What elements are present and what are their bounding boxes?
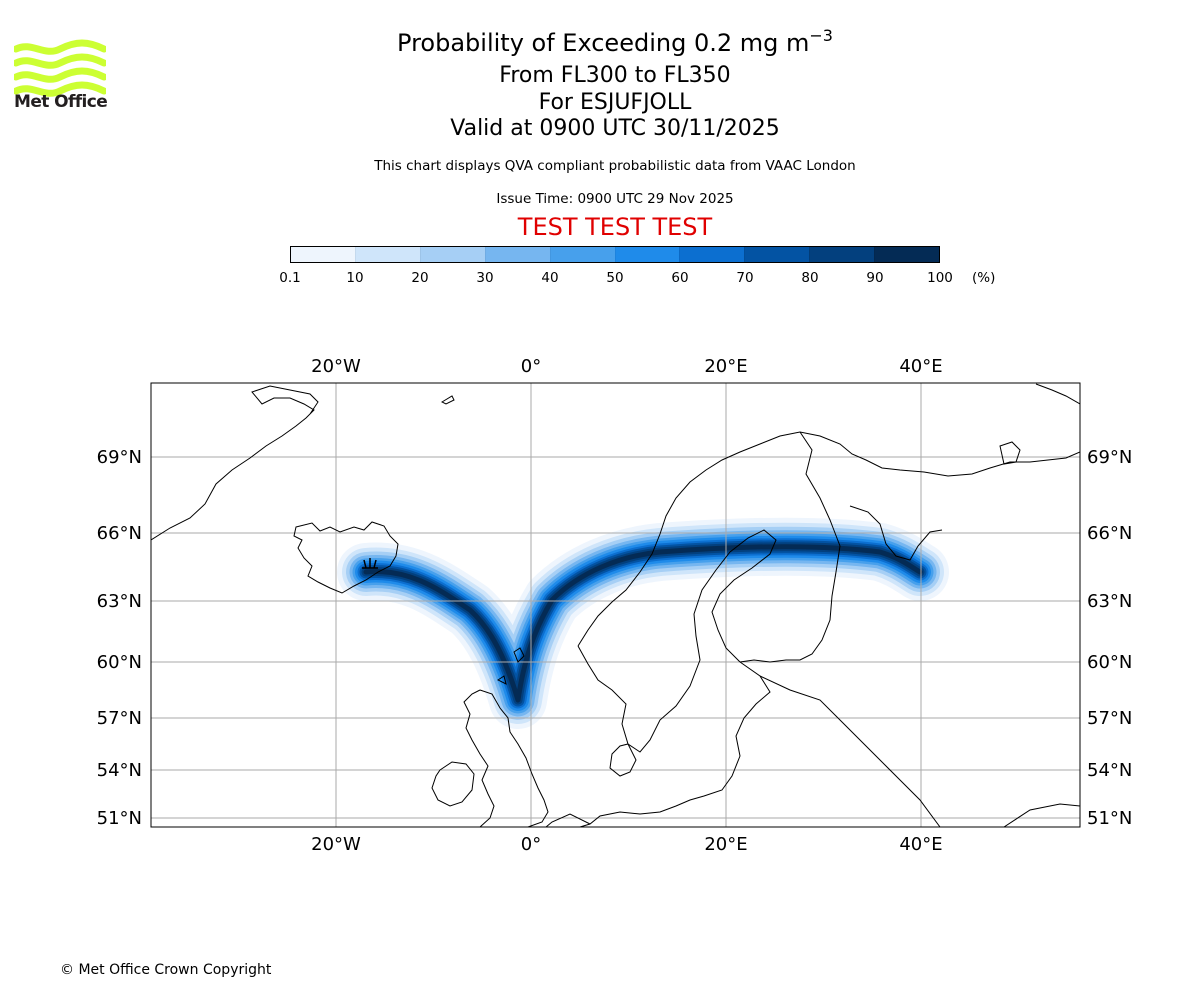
lat-label-left: 57°N [97,708,142,729]
faroe-shetland-islands [497,647,525,685]
colorbar-tick-label: 70 [736,270,754,286]
lat-label-left: 60°N [97,652,142,673]
baltic-states-coast [579,661,771,827]
colorbar-tick-label: 60 [671,270,689,286]
volcano-marker-icon [362,558,378,569]
lat-label-right: 57°N [1087,708,1132,729]
colorbar-tick-label: 10 [346,270,364,286]
logo-wave-1 [14,39,106,55]
greenland-coast [151,385,319,541]
chart-title-text: Probability of Exceeding 0.2 mg m [397,29,810,57]
logo-wave-4 [14,81,106,97]
lon-label-top: 0° [521,356,541,377]
continental-europe-coast [545,675,1080,827]
lon-label-bottom: 40°E [899,834,942,855]
lon-label-top: 20°E [704,356,747,377]
scandinavia-coast [577,431,1080,647]
lat-label-right: 69°N [1087,447,1132,468]
white-sea-coast [849,505,943,561]
gridlines [151,383,1080,827]
colorbar-segment [614,247,680,262]
logo-wave-3 [14,67,106,83]
lon-label-bottom: 20°E [704,834,747,855]
colorbar-segment [419,247,485,262]
axis-labels: 20°W 0° 20°E 40°E 20°W 0° 20°E 40°E 69°N… [97,356,1133,855]
lat-label-left: 63°N [97,591,142,612]
colorbar-segment [809,247,875,262]
colorbar-tick-label: 90 [866,270,884,286]
novaya-zemlya-coast [999,383,1080,465]
chart-title-exponent: −3 [809,26,833,45]
colorbar-tick-label: 40 [541,270,559,286]
colorbar-segment [354,247,420,262]
lat-label-left: 54°N [97,760,142,781]
finland-russia-border [739,431,841,663]
colorbar-segment [874,247,940,262]
colorbar [290,246,940,263]
test-banner: TEST TEST TEST [517,213,713,241]
lon-label-bottom: 0° [521,834,541,855]
colorbar-unit: (%) [972,270,996,286]
colorbar-tick-label: 100 [927,270,953,286]
copyright: © Met Office Crown Copyright [60,962,272,978]
lat-label-left: 66°N [97,523,142,544]
colorbar-tick-label: 80 [801,270,819,286]
logo-wave-2 [14,53,106,69]
logo-text: Met Office [14,92,108,112]
colorbar-segment [744,247,810,262]
met-office-logo-icon [14,39,106,97]
lat-label-right: 63°N [1087,591,1132,612]
colorbar-tick-label: 50 [606,270,624,286]
chart-title: Probability of Exceeding 0.2 mg m−3 [0,26,1200,57]
lat-label-left: 69°N [97,447,142,468]
issue-time: Issue Time: 0900 UTC 29 Nov 2025 [496,191,734,207]
lon-label-top: 20°W [311,356,361,377]
valid-time: Valid at 0900 UTC 30/11/2025 [450,116,780,141]
plume-band [363,544,923,703]
svalbard-coast [440,395,455,405]
lon-label-bottom: 20°W [311,834,361,855]
lat-label-left: 51°N [97,808,142,829]
britain-coast [463,689,549,827]
iceland-coast [293,521,399,594]
lon-label-top: 40°E [899,356,942,377]
flight-level-range: From FL300 to FL350 [499,63,731,88]
denmark-coast [609,743,637,777]
colorbar-tick-label: 30 [476,270,494,286]
coastlines [151,383,1080,827]
ireland-coast [431,761,475,807]
map-frame [150,382,1081,828]
colorbar-segment [291,247,355,262]
lat-label-right: 66°N [1087,523,1132,544]
colorbar-segment [484,247,550,262]
lat-label-right: 60°N [1087,652,1132,673]
lat-label-right: 51°N [1087,808,1132,829]
ash-probability-plume [337,517,949,729]
colorbar-segment [549,247,615,262]
colorbar-tick-label: 20 [411,270,429,286]
volcano-name: For ESJUFJOLL [538,90,692,115]
chart-subtitle: This chart displays QVA compliant probab… [374,158,856,174]
lat-label-right: 54°N [1087,760,1132,781]
colorbar-segment [679,247,745,262]
colorbar-tick-label: 0.1 [279,270,301,286]
gulf-of-bothnia-coast [577,529,777,753]
